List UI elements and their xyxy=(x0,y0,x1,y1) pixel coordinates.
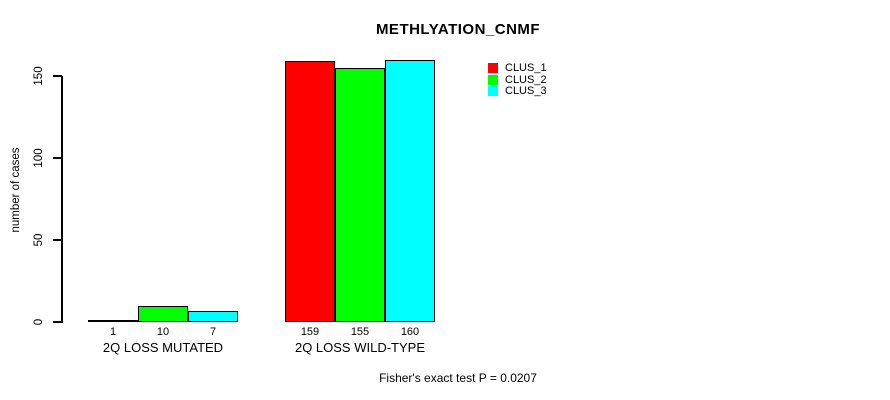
legend: CLUS_1 CLUS_2 CLUS_3 xyxy=(488,63,547,97)
legend-item-clus_2: CLUS_2 xyxy=(488,73,547,86)
bar-clus_1-group1 xyxy=(88,320,138,322)
chart-title: METHLYATION_CNMF xyxy=(375,21,541,38)
legend-swatch-clus_3 xyxy=(488,86,498,97)
stat-test-note: Fisher's exact test P = 0.0207 xyxy=(379,371,537,385)
bar-value-label: 159 xyxy=(300,326,320,338)
y-tick-mark xyxy=(53,239,62,241)
bar-value-label: 7 xyxy=(209,326,217,338)
bar-clus_1-group2 xyxy=(285,61,335,322)
legend-label: CLUS_1 xyxy=(505,62,547,74)
y-tick-label: 50 xyxy=(33,233,45,247)
y-tick-label: 150 xyxy=(33,66,45,86)
legend-item-clus_3: CLUS_3 xyxy=(488,86,547,97)
bar-value-label: 10 xyxy=(156,326,170,338)
bar-clus_2-group2 xyxy=(335,68,385,322)
bar-value-label: 155 xyxy=(350,326,370,338)
y-tick-label: 100 xyxy=(33,148,45,168)
bar-clus_2-group1 xyxy=(138,306,188,322)
y-axis-label: number of cases xyxy=(10,147,22,233)
bar-clus_3-group1 xyxy=(188,311,238,322)
bar-value-label: 160 xyxy=(400,326,420,338)
legend-swatch-clus_2 xyxy=(488,74,498,85)
x-group-label: 2Q LOSS MUTATED xyxy=(102,340,224,355)
x-group-label: 2Q LOSS WILD-TYPE xyxy=(294,340,426,355)
bar-value-label: 1 xyxy=(109,326,117,338)
legend-label: CLUS_2 xyxy=(505,73,547,86)
y-tick-mark xyxy=(53,321,62,323)
legend-item-clus_1: CLUS_1 xyxy=(488,63,547,74)
bar-clus_3-group2 xyxy=(385,60,435,322)
legend-label: CLUS_3 xyxy=(505,85,547,97)
y-tick-mark xyxy=(53,157,62,159)
y-tick-mark xyxy=(53,75,62,77)
y-tick-label: 0 xyxy=(33,318,45,326)
legend-swatch-clus_1 xyxy=(488,63,498,74)
y-axis-line xyxy=(61,76,63,323)
